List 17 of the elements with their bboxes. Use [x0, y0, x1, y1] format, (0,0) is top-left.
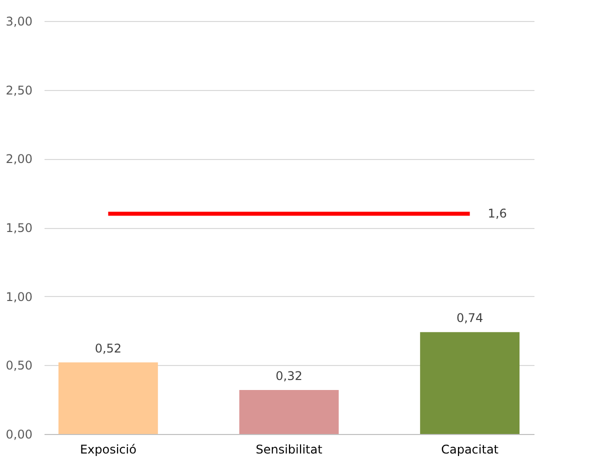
- data-label: 0,32: [276, 368, 302, 383]
- bar: [239, 390, 339, 434]
- bar: [58, 362, 158, 434]
- data-label: 0,52: [94, 341, 122, 356]
- y-tick-label: 0,00: [6, 428, 32, 442]
- data-label: 1,6: [488, 206, 507, 221]
- y-tick-label: 2,00: [6, 152, 32, 166]
- y-tick-label: 0,50: [6, 358, 32, 373]
- y-tick-label: 2,50: [6, 83, 32, 98]
- data-label: 0,74: [456, 311, 484, 326]
- y-tick-label: 1,50: [6, 221, 32, 235]
- x-tick-label: Capacitat: [441, 442, 499, 456]
- y-tick-label: 3,00: [6, 14, 32, 28]
- x-tick-label: Sensibilitat: [256, 442, 323, 456]
- x-tick-label: Exposició: [80, 442, 136, 456]
- bar: [420, 332, 520, 434]
- y-tick-label: 1,00: [6, 290, 32, 304]
